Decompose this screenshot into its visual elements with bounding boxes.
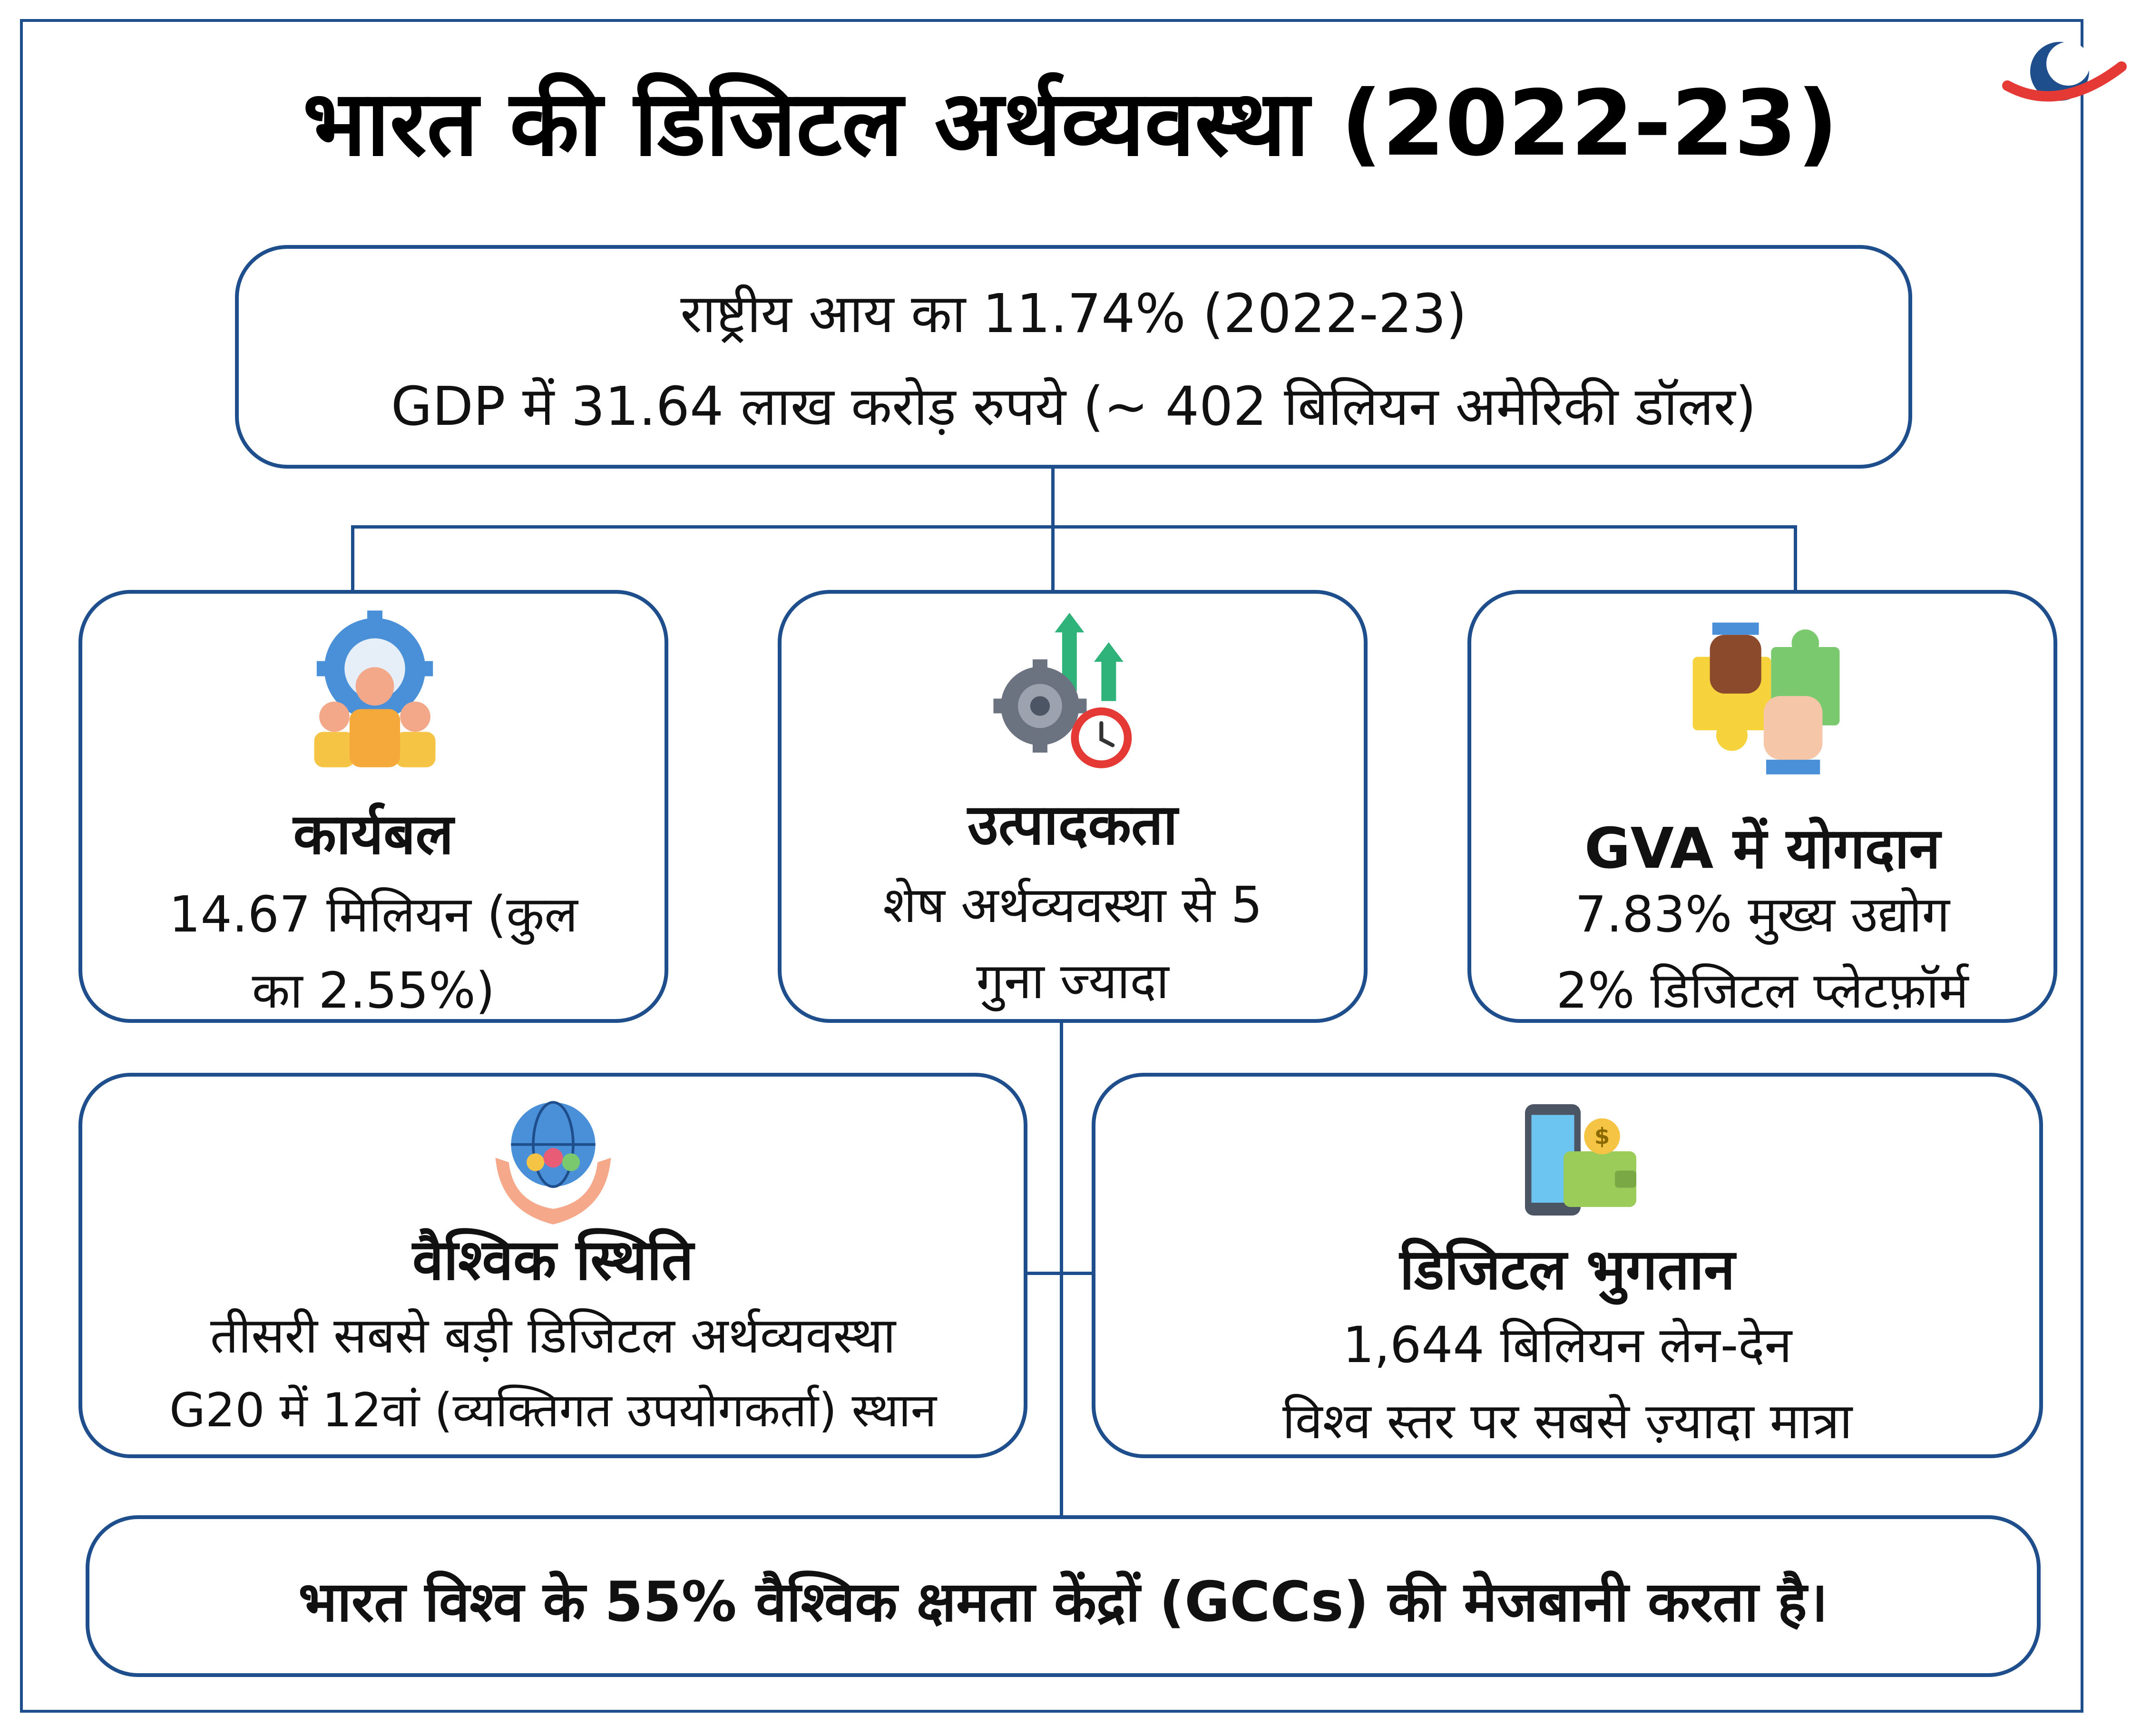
gcc-banner-box: भारत विश्व के 55% वैश्विक क्षमता केंद्रो…	[86, 1515, 2041, 1677]
page-title: भारत की डिजिटल अर्थव्यवस्था (2022-23)	[303, 71, 1838, 176]
connector-lower-horizontal	[1023, 1272, 1094, 1275]
gva-heading: GVA में योगदान	[1584, 815, 1941, 881]
gva-line2: 2% डिजिटल प्लेटफ़ॉर्म	[1556, 961, 1969, 1020]
connector-center-drop	[1051, 525, 1055, 592]
connector-horizontal	[351, 525, 1797, 529]
productivity-box: उत्पादकता शेष अर्थव्यवस्था से 5 गुना ज्य…	[778, 590, 1368, 1023]
gdp-line: GDP में 31.64 लाख करोड़ रुपये (~ 402 बिल…	[391, 376, 1757, 438]
digital-payments-heading: डिजिटल भुगतान	[1399, 1236, 1735, 1302]
global-status-line1: तीसरी सबसे बड़ी डिजिटल अर्थव्यवस्था	[210, 1306, 896, 1364]
workforce-line2: का 2.55%)	[252, 961, 495, 1020]
connector-top-vertical	[1051, 469, 1055, 526]
connector-lower-vertical	[1060, 1023, 1063, 1518]
global-status-line2: G20 में 12वां (व्यक्तिगत उपयोगकर्ता) स्थ…	[169, 1383, 937, 1438]
national-income-line: राष्ट्रीय आय का 11.74% (2022-23)	[680, 283, 1467, 345]
workforce-heading: कार्यबल	[293, 801, 454, 867]
workforce-line1: 14.67 मिलियन (कुल	[169, 885, 578, 943]
productivity-line1: शेष अर्थव्यवस्था से 5	[883, 876, 1262, 934]
digital-payments-box: $ डिजिटल भुगतान 1,644 बिलियन लेन-देन विश…	[1092, 1073, 2043, 1458]
brand-logo-icon	[2002, 42, 2127, 102]
connector-right-drop	[1794, 525, 1797, 592]
puzzle-hands-icon	[1692, 622, 1840, 775]
workforce-box: कार्यबल 14.67 मिलियन (कुल का 2.55%)	[78, 590, 668, 1023]
productivity-heading: उत्पादकता	[968, 792, 1178, 857]
phone-wallet-icon: $	[1525, 1104, 1636, 1216]
gva-line1: 7.83% मुख्य उद्योग	[1575, 885, 1950, 943]
global-status-heading: वैश्विक स्थिति	[412, 1227, 694, 1293]
connector-left-drop	[351, 525, 354, 592]
digital-payments-line1: 1,644 बिलियन लेन-देन	[1342, 1316, 1792, 1374]
digital-payments-line2: विश्व स्तर पर सबसे ज़्यादा मात्रा	[1282, 1392, 1853, 1450]
global-status-box: वैश्विक स्थिति तीसरी सबसे बड़ी डिजिटल अर…	[78, 1073, 1027, 1458]
gva-box: GVA में योगदान 7.83% मुख्य उद्योग 2% डिज…	[1467, 590, 2057, 1023]
globe-hands-icon	[495, 1101, 611, 1225]
national-income-box: राष्ट्रीय आय का 11.74% (2022-23) GDP में…	[235, 245, 1912, 469]
gcc-banner-text: भारत विश्व के 55% वैश्विक क्षमता केंद्रो…	[298, 1570, 1828, 1634]
outer-frame	[20, 19, 2083, 1713]
gear-growth-clock-icon	[993, 613, 1132, 768]
productivity-line2: गुना ज्यादा	[976, 952, 1169, 1010]
people-gear-icon	[314, 610, 436, 767]
svg-text:$: $	[1594, 1124, 1610, 1150]
